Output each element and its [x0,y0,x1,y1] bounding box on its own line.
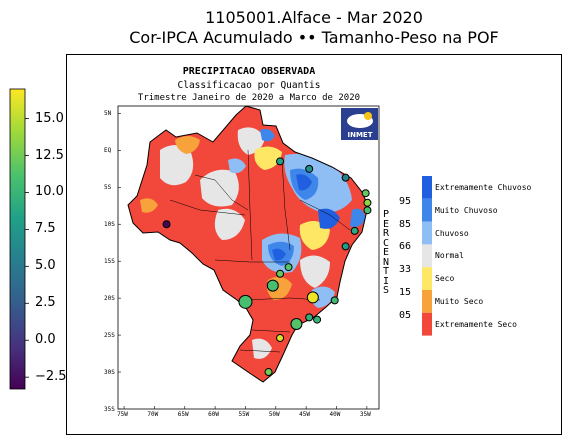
percentis-letter: E [382,218,390,230]
percentis-letter: N [382,256,390,268]
percentis-letter: R [382,228,390,239]
city-marker [284,263,293,272]
city-marker [290,318,303,331]
legend-swatch [422,312,432,336]
lat-label: 25S [104,332,115,340]
lat-label: 5S [104,184,112,192]
lon-label: 35W [359,411,371,418]
percentile-label: 95 [398,196,412,207]
percentile-label: 33 [398,264,412,275]
lon-label: 55W [238,411,250,418]
percentile-label: 66 [398,241,412,252]
lat-label: EQ [104,147,112,155]
city-marker [276,269,285,278]
colorbar-tick-label: 2.5 [35,295,56,311]
legend-label: Extremamente Seco [435,319,517,329]
city-marker [264,368,273,377]
city-marker [341,242,350,251]
colorbar-tick-label: 12.5 [35,147,64,163]
chart-title-line2: Cor-IPCA Acumulado •• Tamanho-Peso na PO… [129,28,499,47]
city-marker [330,296,339,305]
percentis-letter: I [382,275,390,287]
lat-label: 10S [104,221,115,229]
city-marker [341,173,350,182]
legend-label: Muito Chuvoso [435,205,498,215]
city-marker [350,226,359,235]
legend-label: Chuvoso [435,228,469,238]
colorbar-tick-label: 0.0 [35,332,56,348]
lat-label: 5N [104,110,112,118]
legend-swatch [422,176,432,199]
lat-label: 35S [104,406,115,413]
lon-label: 50W [268,411,280,418]
legend-label: Extremamente Chuvoso [435,182,532,192]
colorbar-tick-label: 7.5 [35,221,56,237]
legend-label: Normal [435,251,464,261]
city-marker [306,291,319,304]
percentile-label: 05 [398,310,412,321]
chart-title-line1: 1105001.Alface - Mar 2020 [205,8,423,27]
city-marker [238,294,253,309]
legend-swatch [422,198,432,222]
lon-label: 40W [329,411,341,418]
lon-label: 60W [208,411,219,418]
lon-label: 65W [177,411,189,418]
colorbar-tick-label: 15.0 [35,110,64,126]
percentis-letter: C [382,237,390,249]
map-period: Trimestre Janeiro de 2020 a Marco de 202… [137,93,361,103]
lon-label: 70W [147,411,159,418]
legend-swatch [422,290,432,313]
city-marker [276,157,285,166]
lat-label: 20S [104,295,115,303]
city-marker [363,198,372,207]
lat-label: 30S [104,369,115,377]
lon-label: 75W [117,411,128,418]
legend-swatch [422,221,432,245]
city-marker [276,334,285,343]
city-marker [313,315,322,324]
legend-swatch [422,267,432,290]
percentis-letter: T [382,266,390,277]
percentis-letter: S [382,285,390,296]
colorbar-tick-label: 10.0 [35,184,64,200]
legend-label: Seco [435,274,455,284]
city-marker [361,189,370,198]
city-marker [305,313,314,322]
inmet-logo-text: INMET [347,131,373,139]
percentile-label: 15 [398,287,412,298]
city-marker [305,164,314,173]
legend-label: Muito Seco [435,296,484,306]
city-marker [266,279,279,292]
percentis-letter: E [382,247,390,258]
city-marker [363,206,372,215]
legend-swatch [422,244,432,268]
state-borders [169,149,351,353]
colorbar-tick-label: −2.5 [35,369,67,385]
lat-label: 15S [104,258,115,266]
map-subtitle: Classificacao por Quantis [177,80,321,91]
colorbar-tick-label: 5.0 [35,258,56,274]
percentis-letter: P [382,209,390,220]
lon-label: 45W [299,411,310,418]
map-title: PRECIPITACAO OBSERVADA [182,66,316,77]
percentile-label: 85 [398,219,412,230]
city-marker [162,220,171,229]
